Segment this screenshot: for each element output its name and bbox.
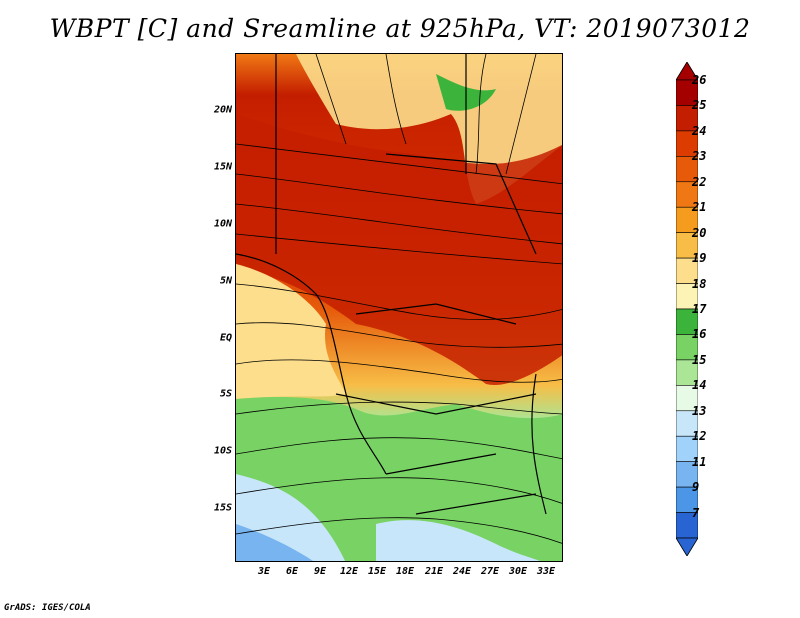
lat-label-5n: 5N (219, 275, 232, 287)
boundaries (236, 54, 547, 515)
lon-label-21e: 21E (424, 566, 444, 577)
credit-text: GrADS: IGES/COLA (4, 603, 91, 613)
colorbar-label-11: 11 (692, 454, 707, 469)
lon-label-15e: 15E (367, 566, 387, 577)
wbpt-west-pale (236, 264, 346, 399)
colorbar-label-19: 19 (692, 251, 707, 266)
lon-label-30e: 30E (508, 566, 528, 577)
streamlines (236, 54, 562, 544)
map-panel (235, 53, 563, 562)
colorbar (676, 62, 698, 556)
wbpt-southwest-cold (236, 524, 314, 561)
colorbar-bottom-arrow (676, 537, 698, 556)
colorbar-label-14: 14 (692, 378, 707, 393)
colorbar-label-18: 18 (692, 276, 707, 291)
lon-label-6e: 6E (285, 566, 299, 577)
colorbar-label-12: 12 (692, 429, 707, 444)
colorbar-label-20: 20 (692, 225, 707, 240)
colorbar-label-9: 9 (692, 480, 700, 495)
colorbar-label-26: 26 (692, 73, 707, 87)
colorbar-label-16: 16 (692, 327, 707, 342)
wbpt-south-cool (376, 520, 541, 561)
lon-label-12e: 12E (339, 566, 359, 577)
colorbar-label-23: 23 (692, 149, 707, 164)
lon-label-3e: 3E (257, 566, 271, 577)
colorbar-label-21: 21 (692, 200, 707, 215)
wbpt-field (236, 54, 562, 561)
lat-label-eq: EQ (219, 332, 232, 344)
colorbar-label-25: 25 (692, 98, 707, 113)
lon-label-18e: 18E (395, 566, 415, 577)
colorbar-label-17: 17 (692, 302, 707, 316)
lon-label-27e: 27E (480, 566, 500, 577)
map-title: WBPT [C] and Sreamline at 925hPa, VT: 20… (49, 14, 751, 43)
lat-label-5s: 5S (219, 388, 232, 400)
colorbar-label-15: 15 (692, 352, 707, 367)
colorbar-label-13: 13 (692, 403, 707, 418)
lat-label-20n: 20N (213, 104, 232, 116)
lat-label-10s: 10S (213, 445, 232, 457)
lat-label-10n: 10N (213, 218, 232, 230)
lat-label-15n: 15N (213, 161, 232, 173)
lon-label-9e: 9E (313, 566, 327, 577)
lat-label-15s: 15S (213, 502, 232, 514)
colorbar-label-24: 24 (692, 123, 707, 138)
colorbar-label-7: 7 (692, 505, 700, 520)
lon-label-24e: 24E (452, 566, 472, 577)
colorbar-label-22: 22 (692, 174, 707, 189)
lon-label-33e: 33E (536, 566, 556, 577)
